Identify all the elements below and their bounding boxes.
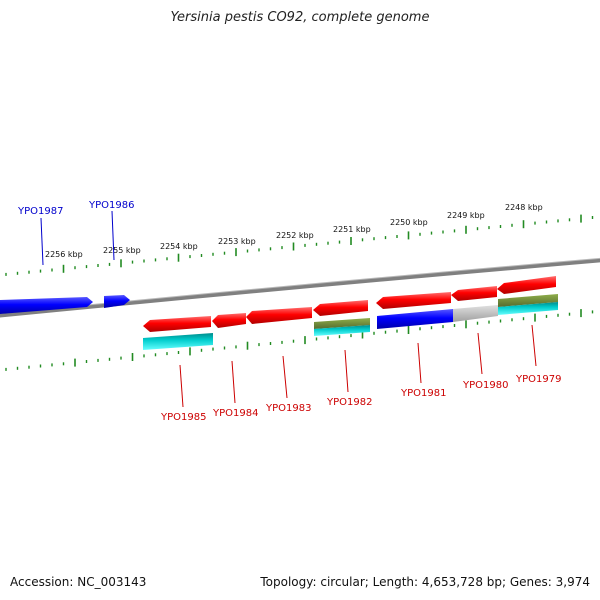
cyan-feature (498, 302, 558, 315)
blue-feature (377, 309, 453, 329)
gene-arrow-ypo1986[interactable] (104, 295, 130, 308)
scale-label: 2250 kbp (390, 218, 428, 227)
scale-label: 2248 kbp (505, 203, 543, 212)
scale-ticks-top (5, 214, 594, 276)
gene-arrow-ypo1985[interactable] (143, 316, 211, 332)
scale-labels: 2256 kbp 2255 kbp 2254 kbp 2253 kbp 2252… (45, 203, 543, 259)
gene-arrow-ypo1979[interactable] (497, 276, 556, 294)
scale-label: 2249 kbp (447, 211, 485, 220)
gene-label-ypo1981[interactable]: YPO1981 (400, 388, 446, 399)
gene-arrow-ypo1987[interactable] (0, 297, 93, 314)
scale-label: 2255 kbp (103, 246, 141, 255)
accession-text: Accession: NC_003143 (10, 575, 147, 589)
scale-label: 2252 kbp (276, 231, 314, 240)
scale-label: 2256 kbp (45, 250, 83, 259)
map-title: Yersinia pestis CO92, complete genome (170, 10, 430, 25)
scale-label: 2254 kbp (160, 242, 198, 251)
olive-feature (498, 294, 558, 307)
genome-summary: Topology: circular; Length: 4,653,728 bp… (260, 575, 590, 589)
grey-feature (453, 305, 498, 322)
gene-arrow-ypo1980[interactable] (451, 286, 497, 301)
scale-label: 2251 kbp (333, 225, 371, 234)
scale-ticks-bottom (5, 309, 594, 371)
gene-arrow-ypo1984[interactable] (212, 313, 246, 328)
gene-label-ypo1986[interactable]: YPO1986 (88, 200, 134, 211)
gene-arrow-ypo1983[interactable] (246, 307, 312, 324)
gene-label-ypo1980[interactable]: YPO1980 (462, 380, 508, 391)
gene-label-ypo1987[interactable]: YPO1987 (17, 206, 63, 217)
gene-arrow-ypo1982[interactable] (313, 300, 368, 316)
gene-label-ypo1984[interactable]: YPO1984 (212, 408, 258, 419)
gene-label-ypo1983[interactable]: YPO1983 (265, 403, 311, 414)
gene-arrow-ypo1981[interactable] (376, 292, 451, 309)
cyan-feature (314, 325, 370, 336)
scale-label: 2253 kbp (218, 237, 256, 246)
gene-label-ypo1982[interactable]: YPO1982 (326, 397, 372, 408)
cyan-feature (143, 333, 213, 350)
genome-backbone (0, 258, 600, 318)
olive-feature (314, 318, 370, 329)
gene-label-ypo1979[interactable]: YPO1979 (515, 374, 561, 385)
gene-label-ypo1985[interactable]: YPO1985 (160, 412, 206, 423)
